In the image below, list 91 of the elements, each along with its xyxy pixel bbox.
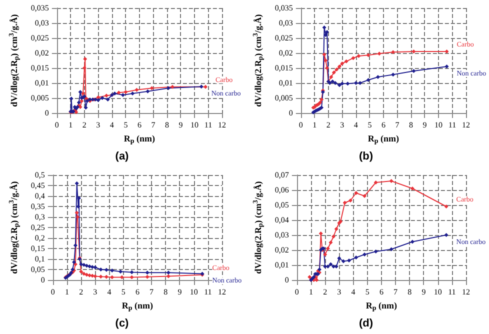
y-tick-label: 0 [288, 108, 293, 118]
y-tick-label: 0 [40, 276, 45, 284]
y-tick-label: 0,015 [30, 64, 49, 72]
y-tick-label: 0,05 [30, 265, 45, 274]
x-tick-label: 2 [82, 120, 86, 130]
x-tick-label: 0 [50, 288, 55, 296]
x-tick-label: 1 [68, 120, 73, 130]
y-tick-label: 0,01 [278, 78, 293, 88]
x-tick-label: 10 [190, 120, 198, 130]
x-tick-label: 3 [93, 288, 98, 296]
x-tick-label: 6 [379, 288, 384, 296]
x-tick-label: 5 [368, 120, 372, 130]
y-tick-label: 0,01 [34, 78, 49, 88]
x-tick-label: 6 [137, 120, 142, 130]
x-tick-label: 5 [121, 288, 126, 296]
x-tick-label: 11 [204, 288, 212, 296]
text: (c) [115, 318, 130, 330]
y-tick-label: 0,05 [274, 200, 289, 210]
y-tick-label: 0,005 [274, 94, 293, 102]
y-tick-label: 0,15 [30, 244, 45, 253]
x-tick-label: 7 [395, 120, 400, 130]
x-tick-label: 4 [107, 288, 112, 296]
x-tick-label: 9 [178, 288, 182, 296]
y-tick-label: 0 [284, 276, 289, 284]
x-tick-label: 8 [408, 288, 412, 296]
y-tick-label: 0,03 [34, 18, 49, 28]
x-tick-label: 7 [394, 288, 398, 296]
y-tick-label: 0,02 [274, 246, 289, 254]
x-tick-label: 0 [294, 288, 299, 296]
y-tick-label: 0,2 [34, 234, 45, 242]
x-tick-label: 5 [124, 120, 128, 130]
x-tick-label: 9 [178, 120, 183, 130]
x-tick-label: 3 [337, 288, 342, 296]
x-tick-label: 1 [312, 120, 317, 130]
x-tick-label: 7 [151, 120, 156, 130]
y-tick-label: 0,005 [30, 94, 49, 102]
y-tick-label: 0,03 [278, 18, 293, 28]
text: (a) [115, 150, 130, 162]
y-tick-label: 0,04 [274, 216, 289, 224]
x-tick-label: 11 [448, 288, 456, 296]
y-tick-label: 0,03 [274, 230, 289, 240]
y-tick-label: 0,015 [274, 64, 293, 72]
y-tick-label: 0,35 [30, 202, 45, 211]
x-tick-label: 0 [54, 120, 59, 130]
x-tick-label: 2 [79, 288, 84, 296]
x-tick-label: 1 [308, 288, 313, 296]
y-tick-label: 0,035 [30, 4, 49, 12]
x-tick-label: 3 [96, 120, 100, 130]
y-tick-label: 0,035 [274, 4, 293, 12]
y-tick-label: 0,02 [34, 48, 49, 58]
x-tick-label: 10 [434, 288, 442, 296]
y-tick-label: 0,25 [30, 223, 45, 232]
y-tick-label: 0,5 [34, 170, 45, 180]
x-tick-label: 0 [298, 120, 303, 130]
x-tick-label: 6 [135, 288, 140, 296]
y-tick-label: 0,025 [30, 34, 49, 42]
x-tick-label: 7 [150, 288, 154, 296]
text: (b) [358, 150, 374, 162]
y-tick-label: 0,025 [274, 34, 293, 42]
x-tick-label: 10 [434, 120, 442, 130]
x-tick-label: 9 [422, 288, 426, 296]
x-tick-label: 5 [365, 288, 370, 296]
x-tick-label: 4 [351, 288, 356, 296]
x-tick-label: 8 [164, 120, 169, 130]
x-tick-label: 11 [448, 120, 456, 130]
y-tick-label: 0,06 [274, 186, 289, 194]
x-tick-label: 10 [190, 288, 198, 296]
x-tick-label: 8 [164, 288, 168, 296]
x-tick-label: 2 [326, 120, 330, 130]
x-tick-label: 12 [462, 288, 470, 296]
x-tick-label: 11 [204, 120, 212, 130]
x-tick-label: 2 [323, 288, 328, 296]
x-tick-label: 4 [354, 120, 358, 130]
x-tick-label: 12 [218, 120, 226, 130]
y-tick-label: 0,1 [34, 254, 45, 264]
x-tick-label: 1 [64, 288, 69, 296]
y-tick-label: 0,01 [274, 260, 289, 270]
x-tick-label: 9 [422, 120, 427, 130]
y-tick-label: 0,3 [34, 212, 45, 222]
y-tick-label: 0,07 [274, 170, 289, 180]
y-tick-label: 0,4 [34, 192, 45, 200]
x-tick-label: 3 [340, 120, 344, 130]
text: (d) [358, 318, 374, 330]
x-tick-label: 8 [408, 120, 413, 130]
y-tick-label: 0 [44, 108, 49, 118]
y-tick-label: 0,45 [30, 181, 45, 190]
x-tick-label: 12 [462, 120, 470, 130]
x-tick-label: 4 [110, 120, 114, 130]
y-tick-label: 0,02 [278, 48, 293, 58]
x-tick-label: 6 [381, 120, 386, 130]
x-tick-label: 12 [218, 288, 226, 296]
